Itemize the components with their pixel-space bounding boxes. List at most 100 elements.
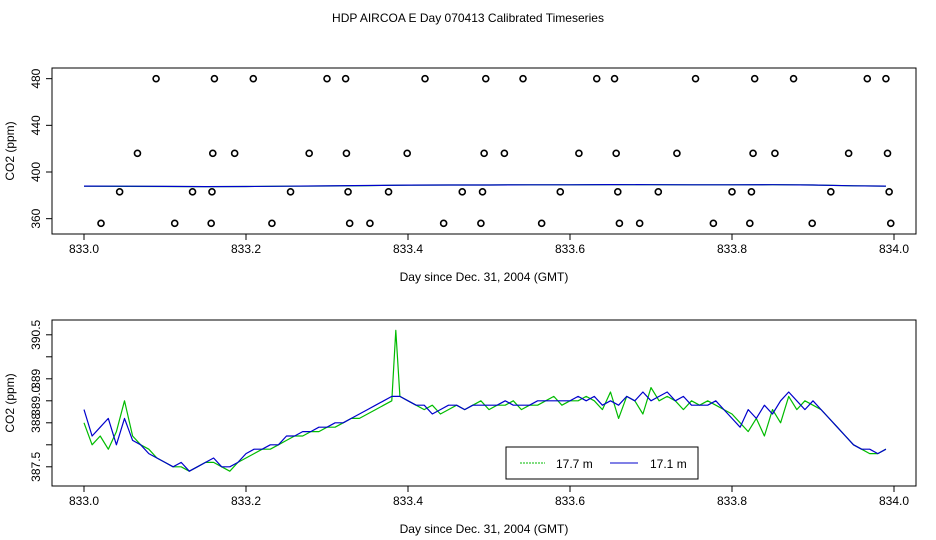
scatter-point (883, 149, 892, 158)
panel-bottom: 833.0 833.2 833.4 833.6 833.8 834.0 387.53883… (3, 319, 917, 536)
x-tick-label: 833.0 (69, 242, 99, 256)
scatter-point (610, 74, 619, 83)
legend: 17.7 m 17.1 m (505, 446, 699, 480)
scatter-point (500, 149, 509, 158)
scatter-point (366, 219, 374, 228)
x-tick-label: 833.2 (231, 494, 261, 508)
x-tick-label: 833.2 (231, 242, 261, 256)
scatter-point (612, 149, 620, 158)
y-tick-label: 389 (29, 368, 43, 388)
y-tick-label: 400 (29, 162, 43, 182)
scatter-point (592, 74, 601, 83)
x-tick-label: 833.8 (717, 242, 747, 256)
legend-label-17-1m: 17.1 m (650, 457, 687, 471)
scatter-point (863, 74, 872, 83)
scatter-point (537, 219, 546, 228)
scatter-point (403, 149, 411, 158)
legend-label-17-7m: 17.7 m (556, 457, 593, 471)
y-tick-label: 387.5 (29, 451, 43, 481)
scatter-point (556, 188, 565, 196)
x-tick-label: 833.8 (717, 494, 747, 508)
scatter-point (345, 219, 354, 228)
y-tick-label: 389.0 (29, 385, 43, 415)
scatter-point (886, 219, 895, 228)
series-bottom (83, 329, 887, 472)
scatter-point (746, 219, 754, 228)
scatter-point (341, 74, 350, 83)
x-tick-label: 833.4 (393, 494, 423, 508)
y-tick-label: 360 (29, 208, 43, 228)
scatter-point (230, 149, 239, 158)
scatter-point (305, 149, 313, 158)
scatter-point (808, 219, 816, 228)
x-axis-top: 833.0 833.2 833.4 833.6 833.8 834.0 (69, 234, 909, 256)
scatter-point (286, 188, 295, 196)
scatter-point (885, 188, 893, 196)
scatter-point (709, 219, 718, 228)
scatter-point (344, 188, 352, 196)
scatter-point (691, 74, 700, 83)
scatter-point (747, 188, 756, 196)
scatter-point (635, 219, 644, 228)
x-tick-label: 833.6 (555, 494, 585, 508)
line-17-1-m (83, 184, 886, 188)
series-top (83, 74, 895, 228)
scatter-point (478, 188, 487, 196)
x-axis-bottom: 833.0 833.2 833.4 833.6 833.8 834.0 (69, 486, 909, 508)
x-axis-label-top: Day since Dec. 31, 2004 (GMT) (400, 270, 569, 284)
scatter-point (458, 188, 467, 196)
line-17-7-m (83, 329, 887, 472)
scatter-point (268, 219, 276, 228)
scatter-point (771, 149, 779, 158)
scatter-point (477, 219, 485, 228)
scatter-point (188, 188, 197, 196)
scatter-point (750, 74, 759, 83)
scatter-point (439, 219, 448, 228)
scatter-point (613, 188, 622, 196)
x-tick-label: 833.6 (555, 242, 585, 256)
scatter-point (844, 149, 853, 158)
y-tick-label: 440 (29, 115, 43, 135)
scatter-point (170, 219, 179, 228)
scatter-point (480, 149, 488, 158)
scatter-point (342, 149, 351, 158)
scatter-point (519, 74, 527, 83)
scatter-point (97, 219, 105, 228)
scatter-point (384, 188, 393, 196)
y-tick-label: 388 (29, 412, 43, 432)
scatter-point (208, 149, 217, 158)
scatter-point (152, 74, 160, 83)
scatter-point (575, 149, 583, 158)
y-axis-top: 360 400 440 480 (29, 68, 52, 229)
plot-frame-top (51, 67, 917, 235)
scatter-point (210, 74, 219, 83)
x-tick-label: 833.4 (393, 242, 423, 256)
scatter-point (654, 188, 663, 196)
y-axis-label-top: CO2 (ppm) (3, 121, 17, 180)
y-axis-label-bottom: CO2 (ppm) (3, 373, 17, 432)
x-tick-label: 834.0 (879, 242, 909, 256)
x-tick-label: 834.0 (879, 494, 909, 508)
scatter-point (249, 74, 258, 83)
scatter-point (208, 188, 216, 196)
scatter-point (728, 188, 736, 196)
panel-top: 833.0 833.2 833.4 833.6 833.8 834.0 360 400 440… (3, 67, 917, 284)
scatter-point (673, 149, 681, 158)
scatter-point (749, 149, 757, 158)
scatter-point (207, 219, 215, 228)
x-tick-label: 833.0 (69, 494, 99, 508)
scatter-point (481, 74, 490, 83)
figure-title: HDP AIRCOA E Day 070413 Calibrated Times… (332, 11, 604, 25)
scatter-point (115, 188, 124, 196)
scatter-point (882, 74, 890, 83)
scatter-point (421, 74, 429, 83)
scatter-point (323, 74, 331, 83)
x-axis-label-bottom: Day since Dec. 31, 2004 (GMT) (400, 522, 569, 536)
plot-frame-bottom (51, 319, 917, 487)
line-17-1-m (83, 391, 887, 472)
scatter-point (827, 188, 835, 196)
scatter-point (615, 219, 624, 228)
y-tick-label: 390.5 (29, 319, 43, 349)
